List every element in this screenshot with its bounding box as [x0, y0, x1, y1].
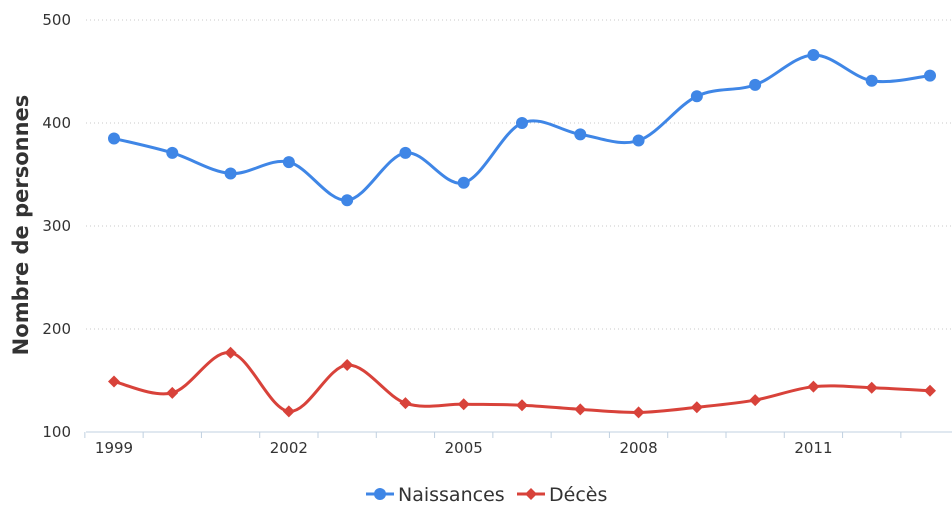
- data-point[interactable]: [924, 69, 936, 82]
- data-point[interactable]: [457, 398, 470, 411]
- data-point[interactable]: [516, 117, 528, 129]
- x-tick-label: 2002: [270, 439, 308, 457]
- y-tick-label: 200: [42, 320, 71, 338]
- data-point[interactable]: [574, 403, 587, 416]
- data-point[interactable]: [865, 381, 878, 394]
- x-tick-label: 2011: [794, 439, 832, 457]
- data-point[interactable]: [807, 380, 820, 393]
- x-tick-label: 2005: [445, 439, 483, 457]
- data-point[interactable]: [341, 359, 354, 372]
- y-tick-label: 100: [42, 423, 71, 441]
- data-point[interactable]: [690, 90, 703, 103]
- data-point[interactable]: [108, 375, 120, 388]
- legend-marker: [374, 488, 386, 500]
- y-tick-label: 500: [42, 11, 71, 29]
- legend-marker: [525, 488, 537, 500]
- series-naissances: [108, 49, 936, 207]
- grid-lines: [86, 19, 952, 330]
- data-point[interactable]: [574, 128, 587, 141]
- legend-item-deces[interactable]: Décès: [517, 484, 607, 505]
- data-point[interactable]: [166, 146, 179, 159]
- legend[interactable]: Naissances Décès: [366, 484, 607, 505]
- x-axis: [84, 431, 952, 438]
- series-line: [113, 351, 931, 414]
- data-point[interactable]: [749, 394, 762, 407]
- data-point[interactable]: [690, 401, 703, 414]
- data-point[interactable]: [749, 78, 762, 91]
- data-point[interactable]: [865, 74, 878, 87]
- data-point[interactable]: [457, 176, 470, 189]
- y-axis-title: Nombre de personnes: [9, 95, 33, 356]
- series-group: [108, 49, 936, 419]
- x-tick-label: 2008: [619, 439, 657, 457]
- data-point[interactable]: [108, 132, 120, 145]
- y-tick-label: 400: [42, 114, 71, 132]
- data-point[interactable]: [399, 146, 412, 159]
- data-point[interactable]: [632, 134, 645, 147]
- series-deces: [108, 346, 936, 419]
- y-tick-label: 300: [42, 217, 71, 235]
- y-axis-ticks: 100 200 300 400 500: [42, 11, 71, 441]
- data-point[interactable]: [341, 194, 354, 207]
- x-axis-ticks: 1999 2002 2005 2008 2011: [95, 439, 833, 457]
- data-point[interactable]: [399, 397, 412, 410]
- data-point[interactable]: [516, 399, 528, 412]
- data-point[interactable]: [807, 49, 820, 62]
- data-point[interactable]: [166, 386, 179, 399]
- data-point[interactable]: [224, 346, 237, 359]
- legend-item-naissances[interactable]: Naissances: [366, 484, 505, 505]
- x-tick-label: 1999: [95, 439, 133, 457]
- data-point[interactable]: [282, 405, 295, 418]
- legend-label: Naissances: [398, 484, 505, 505]
- data-point[interactable]: [224, 167, 237, 180]
- data-point[interactable]: [282, 156, 295, 169]
- data-point[interactable]: [924, 384, 936, 397]
- data-point[interactable]: [632, 406, 645, 419]
- legend-label: Décès: [549, 484, 607, 505]
- series-line: [113, 53, 931, 202]
